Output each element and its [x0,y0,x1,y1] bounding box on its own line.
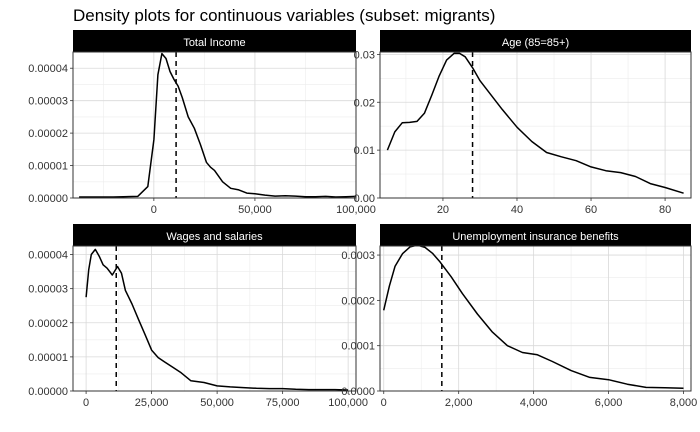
strip-title: Age (85=85+) [502,37,569,49]
x-tick-label: 2,000 [445,397,473,409]
x-tick-label: 6,000 [595,397,623,409]
x-tick-label: 100,000 [328,397,368,409]
y-tick-label: 0.00002 [28,318,68,330]
x-tick-label: 0 [83,397,89,409]
panel-border [72,245,357,392]
x-tick-label: 8,000 [670,397,698,409]
plot-background [380,52,691,198]
strip-title: Wages and salaries [166,231,263,243]
x-tick-label: 20 [437,204,449,216]
panel-unemployment-insurance-benefits: Unemployment insurance benefits 0 2,000 4,0… [341,224,697,409]
strip-title: Total Income [183,37,245,49]
y-tick-label: 0.00004 [28,250,68,262]
y-tick-label: 0.0001 [341,341,375,353]
x-tick-label: 4,000 [520,397,548,409]
panel-age: Age (85=85+) 20 40 60 80 0.00 0.01 0.02 0.03 [354,30,692,216]
y-tick-label: 0.00003 [28,96,68,108]
density-line [386,52,684,194]
y-tick-label: 0.00004 [28,63,68,75]
x-tick-label: 50,000 [238,204,272,216]
y-tick-label: 0.00003 [28,284,68,296]
y-tick-label: 0.00001 [28,161,68,173]
y-tick-label: 0.02 [354,97,375,109]
x-tick-label: 75,000 [266,397,300,409]
x-tick-label: 0 [151,204,157,216]
panel-wages-and-salaries: Wages and salaries 0 25,000 50,000 75,000 100… [28,224,368,409]
x-tick-label: 25,000 [135,397,169,409]
strip-title: Unemployment insurance benefits [452,231,619,243]
minor-gridlines [380,52,691,198]
panel-border [379,51,692,199]
x-tick-label: 50,000 [200,397,234,409]
x-tick-label: 80 [659,204,671,216]
strip-background [380,224,691,247]
y-tick-label: 0.00000 [28,193,68,205]
strip-background [73,30,356,53]
y-tick-label: 0.00001 [28,352,68,364]
density-line [382,244,684,390]
x-tick-label: 40 [511,204,523,216]
axes: 0 25,000 50,000 75,000 100,000 0.00000 0.00001… [28,246,368,409]
strip-background [380,30,691,53]
y-tick-label: 0.0003 [341,250,375,262]
panel-border [379,245,692,392]
plot-background [380,246,691,391]
x-tick-label: 0 [381,397,387,409]
panel-total-income: Total Income 0 50,000 100,000 0.00000 0.00001… [28,30,376,216]
minor-gridlines [73,52,356,198]
y-tick-label: 0.03 [354,49,375,61]
y-tick-label: 0.00000 [28,386,68,398]
x-tick-label: 100,000 [336,204,376,216]
strip-background [73,224,356,247]
y-tick-label: 0.0002 [341,295,375,307]
axes: 0 50,000 100,0000.000000.000010.000020.000… [28,52,376,216]
figure-title: Density plots for continuous variables (… [73,6,495,25]
plot-background [73,52,356,198]
plot-background [73,246,356,391]
x-tick-label: 60 [585,204,597,216]
density-line [85,248,349,391]
minor-gridlines [380,246,691,391]
y-tick-label: 0.01 [354,145,375,157]
density-line [79,52,357,198]
y-tick-label: 0.00 [354,193,375,205]
y-tick-label: 0.00002 [28,128,68,140]
minor-gridlines [73,246,356,391]
panel-border [72,51,357,199]
y-tick-label: 0.0000 [341,386,375,398]
